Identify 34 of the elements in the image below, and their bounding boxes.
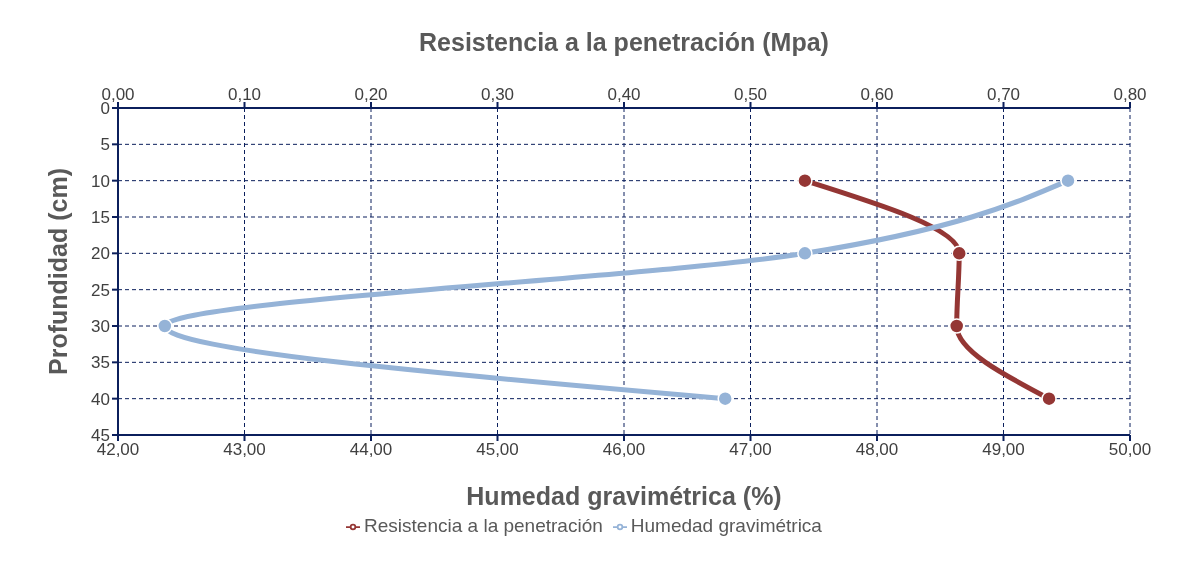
point xyxy=(157,318,173,334)
y-axis-title: Profundidad (cm) xyxy=(43,168,72,375)
y-tick-label: 20 xyxy=(91,244,110,264)
x2-tick-label: 0,60 xyxy=(860,85,894,104)
x2-tick-label: 0,40 xyxy=(607,85,641,104)
point xyxy=(717,390,733,407)
x-tick-label: 47,00 xyxy=(729,440,772,460)
x2-tick-label: 0,80 xyxy=(1113,85,1147,104)
x-axis-title: Humedad gravimétrica (%) xyxy=(466,482,782,510)
point xyxy=(1060,172,1076,189)
x-tick-label: 44,00 xyxy=(349,440,393,460)
y-tick-label: 15 xyxy=(91,208,110,228)
legend-label: Humedad gravimétrica xyxy=(630,515,822,536)
y-tick-label: 0 xyxy=(100,99,110,119)
point xyxy=(797,245,813,262)
x2-axis-title: Resistencia a la penetración (Mpa) xyxy=(419,27,829,56)
x-tick-label: 46,00 xyxy=(602,440,646,460)
x2-tick-label: 0,30 xyxy=(480,85,515,104)
legend-label: Resistencia a la penetración xyxy=(364,515,603,536)
y-tick-label: 35 xyxy=(91,353,110,373)
x-tick-label: 48,00 xyxy=(855,440,899,460)
x-tick-label: 45,00 xyxy=(476,440,519,460)
x2-tick-label: 0,10 xyxy=(227,85,262,104)
y-tick-label: 30 xyxy=(91,317,110,337)
x2-tick-label: 0,20 xyxy=(354,85,388,104)
y-tick-label: 5 xyxy=(100,135,110,155)
x-tick-label: 43,00 xyxy=(223,440,266,460)
x-tick-label: 49,00 xyxy=(982,440,1025,460)
y-tick-label: 10 xyxy=(91,171,110,191)
x2-tick-label: 0,50 xyxy=(733,85,768,104)
x-tick-label: 50,00 xyxy=(1108,440,1152,460)
x2-tick-label: 0,70 xyxy=(986,85,1021,104)
y-tick-label: 25 xyxy=(91,280,110,300)
y-tick-label: 40 xyxy=(91,389,110,409)
